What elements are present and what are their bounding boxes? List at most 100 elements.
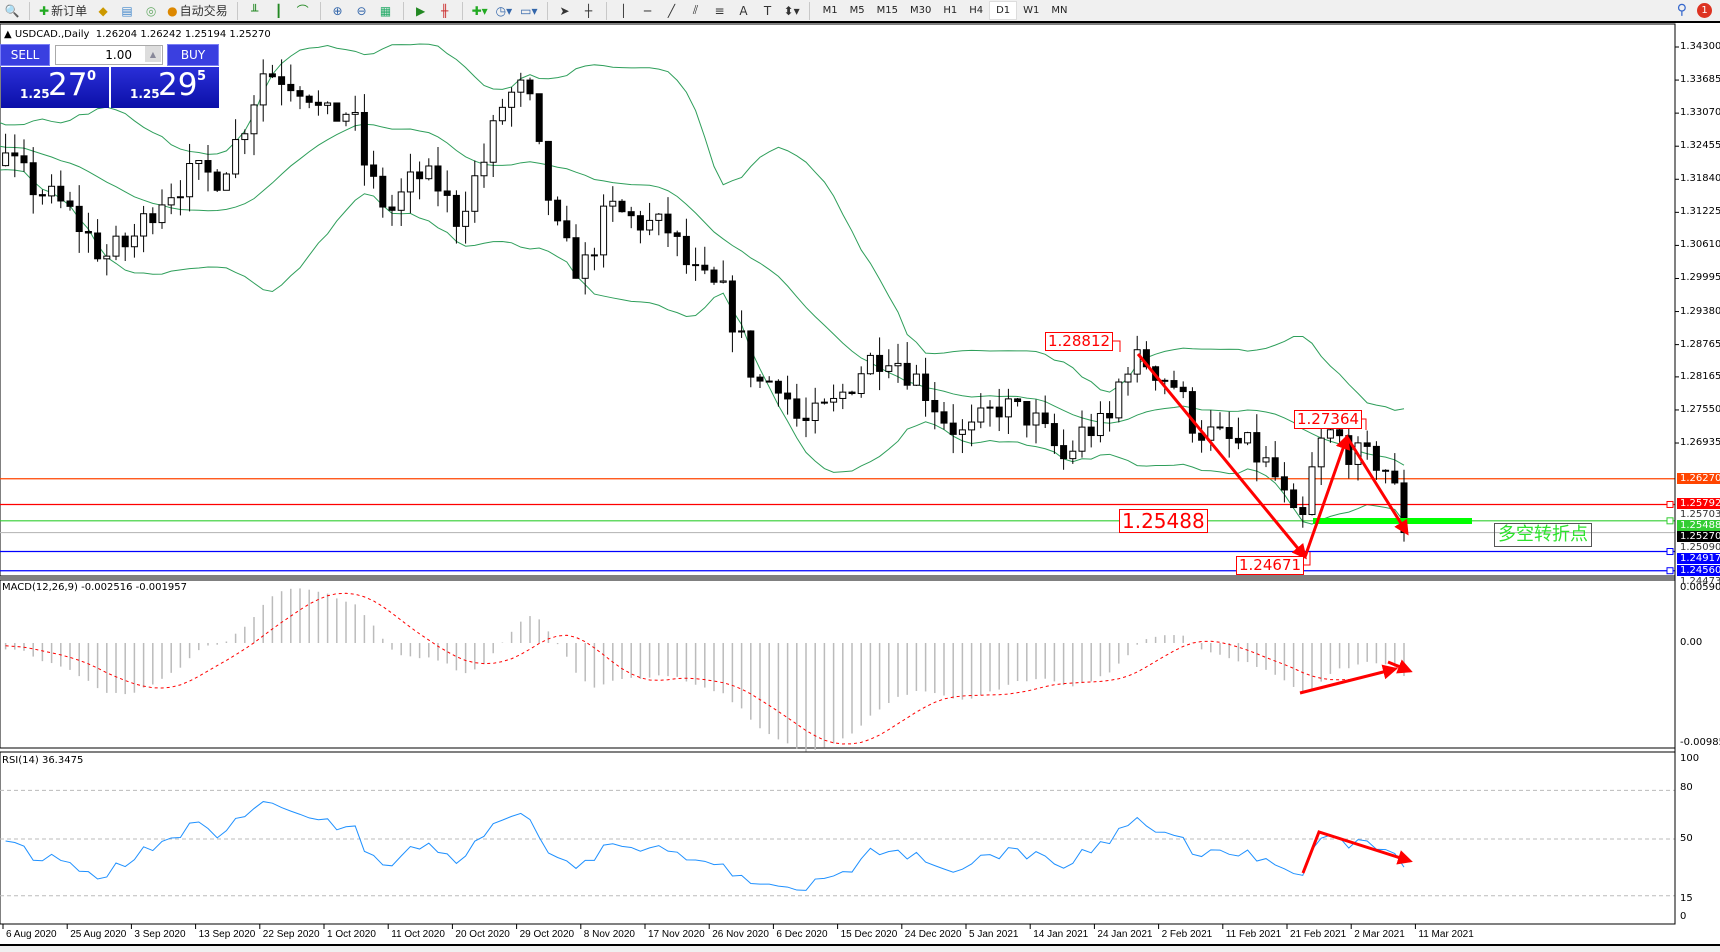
candle-bear bbox=[379, 175, 387, 208]
candle-bull bbox=[425, 165, 433, 180]
tile-windows-icon[interactable]: ▦ bbox=[379, 3, 392, 18]
timeframe-d1[interactable]: D1 bbox=[989, 1, 1018, 20]
candle-bull bbox=[48, 185, 56, 197]
timeframe-h4[interactable]: H4 bbox=[969, 5, 984, 16]
candle-bear bbox=[434, 165, 442, 192]
reversal-point-note[interactable]: 多空转折点 bbox=[1494, 523, 1592, 547]
date-axis-label: 2 Feb 2021 bbox=[1161, 929, 1213, 940]
lot-size-input[interactable]: 1.00 bbox=[55, 45, 163, 65]
bid-price[interactable]: 1.25 27 0 bbox=[1, 67, 109, 108]
candlestick-icon[interactable]: ┃ bbox=[274, 3, 283, 18]
zoom-in-icon[interactable]: ⊕ bbox=[332, 3, 343, 18]
candle-bear bbox=[728, 280, 736, 333]
zoom-search-icon[interactable]: 🔍 bbox=[4, 3, 20, 18]
candle-bear bbox=[1023, 401, 1031, 426]
lot-increase-button[interactable]: ▲ bbox=[145, 46, 161, 62]
candle-bear bbox=[149, 213, 157, 224]
candle-bear bbox=[710, 269, 718, 283]
signals-icon[interactable]: ◎ bbox=[145, 3, 157, 18]
auto-trading-button[interactable]: ● 自动交易 bbox=[165, 1, 230, 20]
date-axis-label: 1 Oct 2020 bbox=[327, 929, 376, 940]
candle-bull bbox=[1244, 432, 1252, 444]
timeframe-h1[interactable]: H1 bbox=[943, 5, 958, 16]
candle-bull bbox=[158, 204, 166, 224]
annotation-level[interactable]: 1.25488 bbox=[1119, 509, 1208, 533]
candle-bull bbox=[1004, 398, 1012, 418]
candle-bear bbox=[278, 76, 286, 85]
rsi-axis-15: 15 bbox=[1680, 893, 1693, 904]
price-axis-label-partial: 1.24473 bbox=[1680, 575, 1720, 587]
timeframe-m5[interactable]: M5 bbox=[849, 5, 865, 16]
candle-bear bbox=[664, 213, 672, 234]
ask-price[interactable]: 1.25 29 5 bbox=[111, 67, 219, 108]
turning-zone-bar bbox=[1313, 518, 1472, 524]
sell-button[interactable]: SELL bbox=[0, 44, 50, 66]
cursor-icon[interactable]: ➤ bbox=[559, 3, 570, 18]
price-axis-label: 1.33685 bbox=[1680, 74, 1720, 86]
timeframe-m15[interactable]: M15 bbox=[876, 5, 898, 16]
date-axis-label: 25 Aug 2020 bbox=[70, 929, 127, 940]
chart-tabs-bar[interactable] bbox=[0, 944, 1720, 952]
annotation-low[interactable]: 1.24671 bbox=[1236, 556, 1305, 575]
level-price-tag: 1.24560 bbox=[1677, 564, 1720, 576]
new-order-icon: ✚ bbox=[39, 3, 50, 18]
notification-badge[interactable]: 1 bbox=[1697, 2, 1712, 18]
templates-icon[interactable]: ▭▾ bbox=[520, 3, 538, 18]
rsi-axis-50: 50 bbox=[1680, 833, 1693, 844]
candle-bear bbox=[443, 190, 451, 196]
rsi-panel-frame bbox=[0, 751, 1676, 925]
arrows-icon[interactable]: ⬍▾ bbox=[783, 3, 800, 18]
auto-trading-label: 自动交易 bbox=[179, 4, 228, 18]
periods-icon[interactable]: ◷▾ bbox=[495, 3, 513, 18]
equidistant-channel-icon[interactable]: ⫽ bbox=[692, 3, 699, 17]
candle-bear bbox=[75, 205, 83, 233]
text-tool-icon[interactable]: A bbox=[739, 3, 748, 18]
ohlc-values: 1.26204 1.26242 1.25194 1.25270 bbox=[95, 29, 271, 40]
candle-bear bbox=[618, 200, 626, 213]
date-axis-label: 3 Sep 2020 bbox=[134, 929, 186, 940]
date-axis-label: 5 Jan 2021 bbox=[969, 929, 1019, 940]
search-icon[interactable]: ⚲ bbox=[1676, 2, 1687, 18]
annotation-high-1[interactable]: 1.28812 bbox=[1045, 332, 1114, 351]
candle-bear bbox=[268, 73, 276, 78]
fibonacci-icon[interactable]: ≡ bbox=[714, 3, 725, 18]
candle-bear bbox=[554, 199, 562, 222]
indicators-icon[interactable]: ✚▾ bbox=[471, 3, 488, 18]
zoom-out-icon[interactable]: ⊖ bbox=[356, 3, 367, 18]
market-watch-icon[interactable]: ◆ bbox=[98, 3, 108, 18]
candle-bear bbox=[388, 206, 396, 211]
navigator-icon[interactable]: ▤ bbox=[121, 3, 133, 18]
annotation-connector bbox=[1110, 340, 1121, 352]
candle-bull bbox=[324, 102, 332, 106]
macd-arrow bbox=[1299, 664, 1398, 695]
new-order-button[interactable]: ✚ 新订单 bbox=[37, 1, 89, 20]
vertical-line-icon[interactable]: │ bbox=[619, 3, 628, 18]
candle-bear bbox=[416, 171, 424, 180]
horizontal-line-icon[interactable]: ─ bbox=[643, 3, 652, 18]
timeframe-mn[interactable]: MN bbox=[1051, 5, 1068, 16]
trendline-icon[interactable]: ╱ bbox=[667, 3, 676, 18]
text-label-icon[interactable]: T bbox=[763, 3, 772, 18]
timeframe-m30[interactable]: M30 bbox=[909, 5, 932, 16]
crosshair-icon[interactable]: ┼ bbox=[584, 3, 593, 18]
timeframe-w1[interactable]: W1 bbox=[1023, 5, 1040, 16]
candle-bear bbox=[11, 152, 19, 157]
line-chart-icon[interactable]: ⌒ bbox=[296, 4, 309, 18]
bar-chart-icon[interactable]: ╨ bbox=[250, 3, 259, 18]
chart-shift-icon[interactable]: ╫ bbox=[440, 3, 449, 18]
candle-bear bbox=[848, 391, 856, 395]
candle-bear bbox=[876, 354, 884, 372]
annotation-high-2[interactable]: 1.27364 bbox=[1294, 410, 1363, 429]
candle-bull bbox=[1308, 466, 1316, 516]
timeframe-m1[interactable]: M1 bbox=[822, 5, 838, 16]
candle-bull bbox=[508, 91, 516, 108]
candle-bear bbox=[784, 392, 792, 400]
buy-button[interactable]: BUY bbox=[167, 44, 219, 66]
macd-axis-zero: 0.00 bbox=[1680, 637, 1703, 648]
price-axis-label: 1.28165 bbox=[1680, 370, 1720, 382]
autoscroll-icon[interactable]: ▶ bbox=[415, 3, 426, 18]
candle-bull bbox=[406, 171, 414, 193]
candle-bear bbox=[793, 398, 801, 419]
candle-bull bbox=[1115, 381, 1123, 419]
